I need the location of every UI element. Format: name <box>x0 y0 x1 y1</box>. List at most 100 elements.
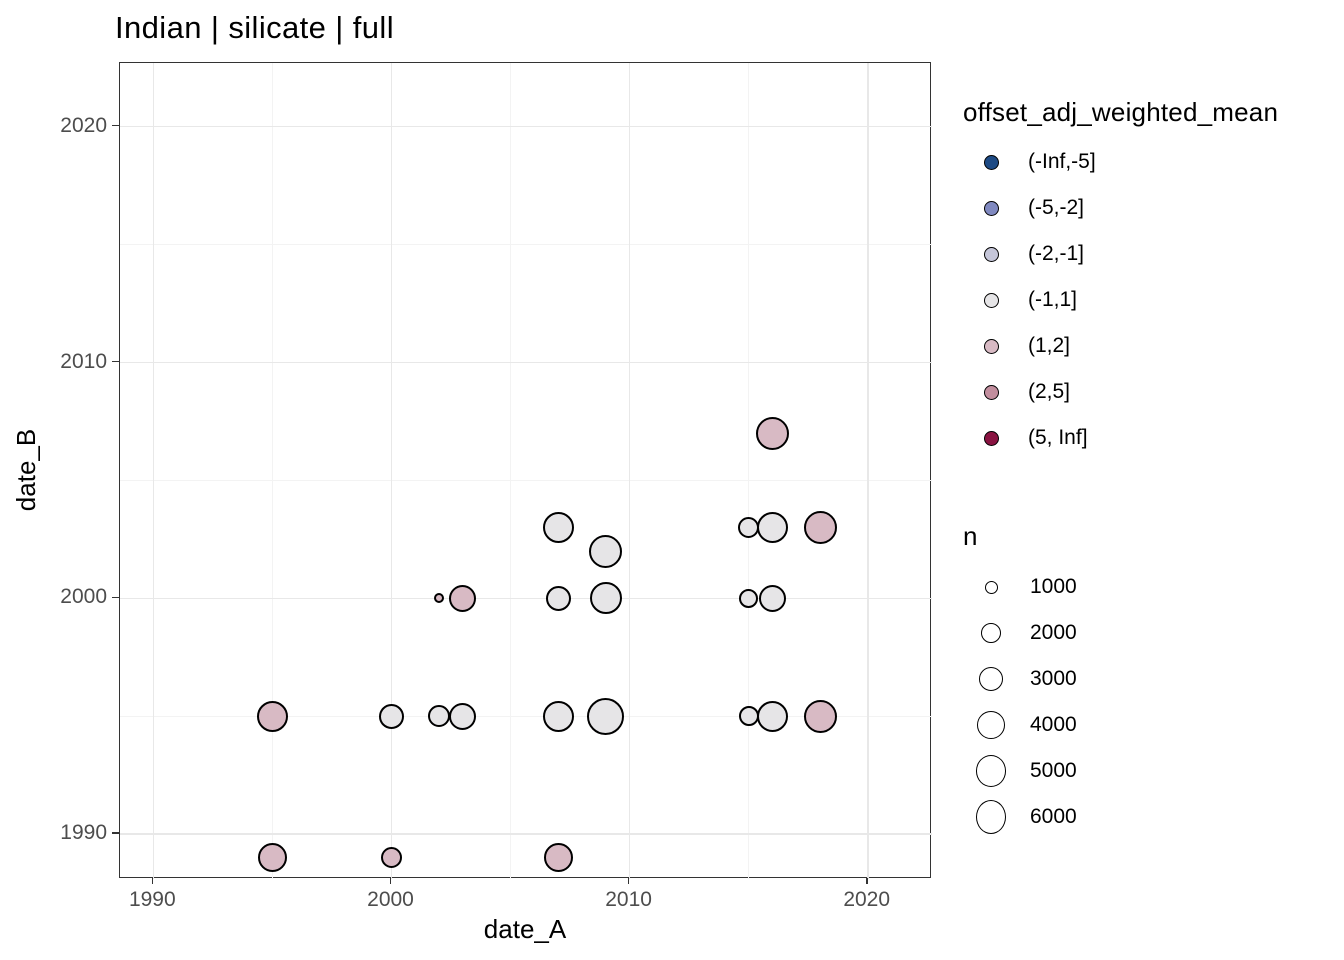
plot-title: Indian | silicate | full <box>115 10 395 45</box>
legend-key <box>976 580 1006 594</box>
data-point <box>589 534 623 568</box>
major-gridline-h <box>120 361 932 364</box>
data-point <box>381 847 402 869</box>
minor-gridline-h <box>120 715 932 717</box>
color-legend-item: (-5,-2] <box>976 185 1084 231</box>
data-point <box>757 700 788 732</box>
data-point <box>759 584 786 612</box>
size-key-circle-icon <box>976 755 1006 787</box>
size-key-circle-icon <box>977 711 1005 739</box>
color-legend-label: (5, Inf] <box>1028 426 1088 449</box>
minor-gridline-h <box>120 243 932 246</box>
x-tick <box>151 878 154 884</box>
color-legend-label: (-5,-2] <box>1028 196 1085 219</box>
minor-gridline-v <box>747 63 750 879</box>
data-point <box>543 843 573 873</box>
color-legend-label: (2,5] <box>1028 380 1071 403</box>
size-legend-label: 3000 <box>1030 667 1077 690</box>
data-point <box>739 588 759 608</box>
color-key-dot-icon <box>983 430 999 446</box>
data-point <box>756 416 789 450</box>
size-legend-item: 1000 <box>976 564 1077 610</box>
size-legend-item: 3000 <box>976 656 1077 702</box>
data-point <box>449 702 477 730</box>
data-point <box>379 703 404 729</box>
data-point <box>738 517 760 539</box>
size-legend-item: 6000 <box>976 794 1077 840</box>
data-point <box>803 699 837 733</box>
x-tick-label: 2020 <box>843 888 891 911</box>
x-tick-label: 2010 <box>605 888 652 911</box>
color-key-dot-icon <box>983 246 999 262</box>
size-legend-label: 2000 <box>1030 621 1077 644</box>
y-tick <box>112 124 119 127</box>
color-key-dot-icon <box>983 384 999 400</box>
x-tick <box>389 878 392 884</box>
x-tick-label: 2000 <box>367 888 414 911</box>
y-tick-label: 2010 <box>60 349 107 373</box>
data-point <box>757 512 788 544</box>
color-key-dot-icon <box>983 154 999 170</box>
color-key-dot-icon <box>983 292 999 308</box>
y-tick <box>112 596 119 599</box>
color-legend-item: (-Inf,-5] <box>976 139 1096 185</box>
color-legend-title: offset_adj_weighted_mean <box>963 97 1279 127</box>
data-point <box>257 843 287 873</box>
minor-gridline-v <box>509 63 512 879</box>
minor-gridline-h <box>120 479 932 482</box>
legend-key <box>976 384 1006 400</box>
data-point <box>449 584 477 612</box>
size-key-circle-icon <box>984 580 998 594</box>
color-key-dot-icon <box>983 200 999 216</box>
size-legend-label: 6000 <box>1030 805 1077 828</box>
y-tick-label: 1990 <box>60 821 107 845</box>
y-tick-label: 2000 <box>60 585 107 609</box>
data-point <box>738 706 759 727</box>
legend-key <box>976 246 1006 262</box>
data-point <box>545 585 571 611</box>
color-legend-item: (-2,-1] <box>976 231 1084 277</box>
data-point <box>589 582 622 615</box>
plot-panel <box>119 62 932 879</box>
color-legend-label: (-Inf,-5] <box>1028 150 1096 173</box>
data-point <box>803 511 837 545</box>
major-gridline-v <box>152 63 155 879</box>
major-gridline-h <box>120 125 932 128</box>
color-key-dot-icon <box>983 338 999 354</box>
y-axis-title: date_B <box>11 428 41 512</box>
legend-key <box>976 338 1006 354</box>
minor-gridline-v <box>271 63 274 879</box>
legend-key <box>976 200 1006 216</box>
y-tick <box>112 360 119 363</box>
size-key-circle-icon <box>976 800 1006 834</box>
major-gridline-v <box>390 63 393 879</box>
size-legend-label: 1000 <box>1030 575 1077 598</box>
x-axis-title: date_A <box>483 914 567 944</box>
data-point <box>587 697 625 735</box>
size-key-circle-icon <box>980 622 1002 644</box>
color-legend-label: (-2,-1] <box>1028 242 1085 265</box>
size-legend-label: 5000 <box>1030 759 1077 782</box>
major-gridline-h <box>120 597 932 600</box>
legend-key <box>976 800 1006 834</box>
color-legend-item: (5, Inf] <box>976 415 1088 461</box>
y-tick-label: 2020 <box>60 113 107 137</box>
color-legend-item: (1,2] <box>976 323 1070 369</box>
legend-key <box>976 430 1006 446</box>
size-legend-item: 5000 <box>976 748 1077 794</box>
legend-key <box>976 292 1006 308</box>
size-legend-label: 4000 <box>1030 713 1077 736</box>
major-gridline-h <box>120 833 932 835</box>
data-point <box>542 512 574 544</box>
y-tick <box>112 832 119 834</box>
x-tick <box>866 878 868 884</box>
major-gridline-v <box>628 63 631 879</box>
legend-key <box>976 711 1006 739</box>
data-point <box>428 705 451 728</box>
color-legend-item: (-1,1] <box>976 277 1077 323</box>
size-legend-title: n <box>963 521 978 551</box>
major-gridline-v <box>867 63 869 879</box>
data-point <box>256 700 288 732</box>
size-key-circle-icon <box>978 666 1004 692</box>
